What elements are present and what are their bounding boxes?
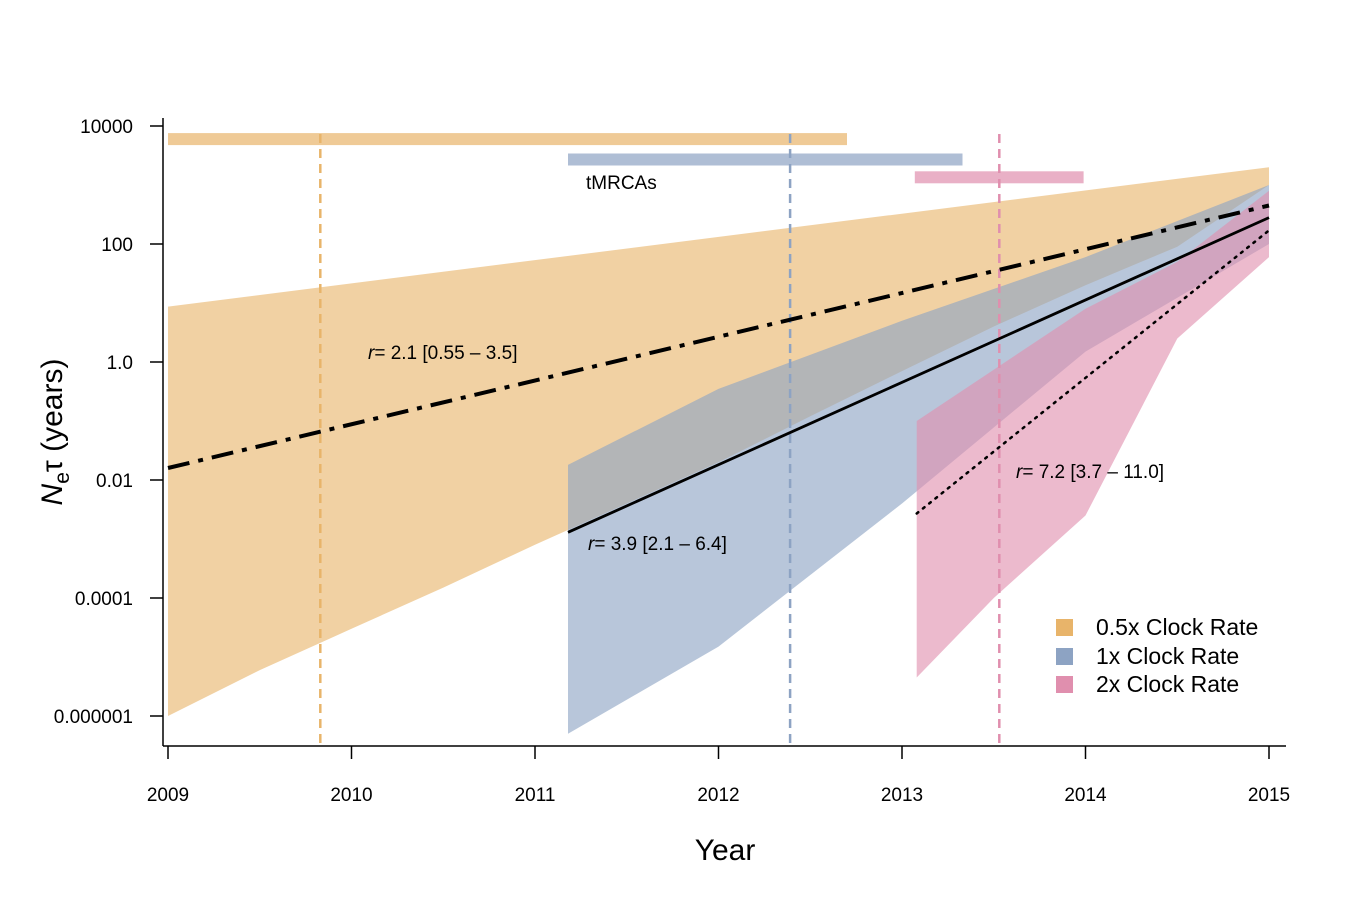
x-tick-label: 2015	[1248, 785, 1290, 806]
confidence-bands	[168, 167, 1269, 734]
legend-label-2x: 2x Clock Rate	[1096, 671, 1239, 697]
trend-line-1x	[567, 216, 1270, 534]
y-tick-label: 1.0	[107, 353, 133, 374]
x-tick-label: 2011	[515, 785, 556, 806]
annotation-0.5x-r: r	[368, 343, 375, 364]
tmrca-bars	[168, 133, 1084, 184]
x-tick-label: 2012	[697, 785, 739, 806]
annotation-1x-value: = 3.9 [2.1 – 6.4]	[594, 534, 727, 555]
tmrca-label: tMRCAs	[586, 173, 657, 194]
y-axis-title-subscript: e	[51, 472, 74, 484]
legend: 0.5x Clock Rate 1x Clock Rate 2x Clock R…	[1056, 614, 1258, 697]
legend-label-1x: 1x Clock Rate	[1096, 643, 1239, 669]
legend-swatch-2x	[1056, 676, 1073, 693]
annotation-1x-r: r	[588, 534, 595, 555]
x-tick-label: 2014	[1064, 785, 1107, 806]
trend-line-0.5x	[167, 203, 1270, 470]
x-tick-label: 2013	[881, 785, 923, 806]
annotation-0.5x-value: = 2.1 [0.55 – 3.5]	[374, 343, 517, 364]
x-ticks: 2009 2010 2011 2012 2013 2014 2015	[147, 746, 1290, 806]
y-tick-label: 0.01	[96, 471, 133, 492]
annotation-2x-r: r	[1016, 462, 1023, 483]
trend-line-2x	[915, 229, 1271, 515]
y-tick-label: 0.0001	[75, 589, 133, 610]
trend-lines	[167, 203, 1271, 534]
y-axis-title: Neτ (years)	[36, 359, 74, 506]
y-axis-title-rest: τ (years)	[36, 359, 69, 473]
x-axis-title: Year	[695, 834, 756, 867]
y-tick-label: 0.000001	[54, 707, 133, 728]
y-tick-label: 10000	[80, 117, 133, 138]
y-ticks: 10000 100 1.0 0.01 0.0001 0.000001	[54, 117, 163, 728]
annotation-2x: r= 7.2 [3.7 – 11.0]	[1016, 462, 1164, 483]
tmrca-vertical-lines	[319, 134, 1001, 746]
annotation-1x: r= 3.9 [2.1 – 6.4]	[588, 534, 727, 555]
tmrca-bar-2x	[914, 171, 1084, 184]
y-axis-title-n: N	[36, 483, 69, 505]
tmrca-bar-1x	[568, 153, 963, 166]
annotation-2x-value: = 7.2 [3.7 – 11.0]	[1022, 462, 1164, 483]
annotation-0.5x: r= 2.1 [0.55 – 3.5]	[368, 343, 517, 364]
legend-swatch-1x	[1056, 648, 1073, 665]
y-tick-label: 100	[101, 235, 133, 256]
legend-swatch-0.5x	[1056, 619, 1073, 636]
tmrca-bar-0.5x	[168, 133, 847, 146]
x-tick-label: 2010	[330, 785, 372, 806]
x-tick-label: 2009	[147, 785, 189, 806]
legend-label-0.5x: 0.5x Clock Rate	[1096, 614, 1258, 640]
band-2x	[916, 190, 1269, 678]
